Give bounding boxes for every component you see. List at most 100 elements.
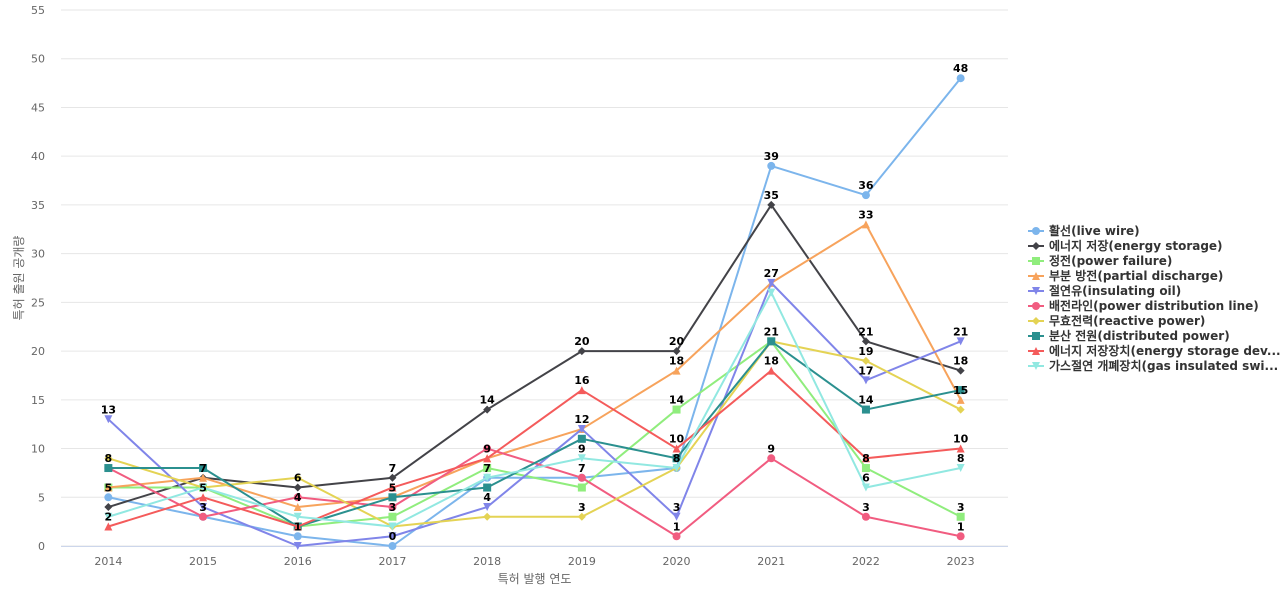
legend: 활선(live wire)에너지 저장(energy storage)정전(po…: [1028, 223, 1280, 373]
data-label: 18: [953, 355, 968, 368]
y-tick-label: 40: [31, 150, 45, 163]
series-line: [108, 340, 962, 528]
series-8: [104, 337, 965, 531]
legend-label: 무효전력(reactive power): [1049, 313, 1205, 328]
data-point-marker: [388, 483, 397, 492]
data-point-marker: [388, 473, 397, 482]
data-point-marker: [861, 337, 870, 346]
data-label: 7: [578, 462, 586, 475]
data-point-marker: [483, 512, 492, 521]
data-point-marker: [672, 405, 681, 414]
data-point-marker: [767, 200, 776, 209]
data-label: 7: [389, 462, 397, 475]
x-axis-title: 특허 발행 연도: [498, 571, 572, 586]
data-point-marker: [672, 532, 681, 541]
data-label: 14: [669, 394, 685, 407]
legend-item[interactable]: 에너지 저장장치(energy storage dev...: [1028, 343, 1280, 358]
data-point-marker: [577, 483, 586, 492]
data-label: 10: [669, 433, 685, 446]
data-point-marker: [104, 493, 113, 502]
legend-item[interactable]: 무효전력(reactive power): [1028, 313, 1205, 328]
y-tick-label: 0: [38, 540, 45, 553]
legend-label: 에너지 저장(energy storage): [1049, 238, 1223, 253]
data-label: 1: [673, 520, 681, 533]
x-tick-label: 2014: [94, 555, 122, 568]
data-point-marker: [956, 532, 965, 541]
data-point-marker: [861, 356, 870, 365]
data-point-marker: [861, 376, 870, 385]
legend-item[interactable]: 활선(live wire): [1028, 223, 1140, 238]
data-label: 4: [483, 491, 491, 504]
data-point-marker: [388, 522, 397, 531]
data-point-marker: [861, 220, 870, 229]
legend-item[interactable]: 가스절연 개폐장치(gas insulated swi...: [1028, 358, 1278, 373]
x-axis-ticks: 2014 2015 2016 2017 2018 2019 2020 2021 2022 2023: [94, 555, 974, 568]
series-group: [104, 74, 965, 550]
y-tick-label: 30: [31, 248, 45, 261]
data-point-marker: [388, 493, 397, 502]
y-tick-label: 20: [31, 345, 45, 358]
data-point-marker: [293, 493, 302, 502]
legend-item[interactable]: 배전라인(power distribution line): [1028, 298, 1259, 313]
data-label: 6: [294, 472, 302, 485]
data-label: 8: [105, 452, 113, 465]
series-3: [104, 337, 965, 531]
data-label: 36: [858, 179, 874, 192]
y-axis-ticks: 0 5 10 15 20 25 30 35 40 45 50 55: [31, 4, 45, 553]
series-6: [104, 444, 965, 541]
data-label: 9: [767, 442, 775, 455]
data-point-marker: [199, 503, 208, 512]
data-point-marker: [199, 464, 208, 473]
series-line: [108, 291, 961, 528]
data-point-marker: [104, 415, 113, 424]
legend-item[interactable]: 절연유(insulating oil): [1028, 283, 1181, 298]
legend-label: 에너지 저장장치(energy storage dev...: [1049, 343, 1280, 358]
y-tick-label: 10: [31, 443, 45, 456]
data-point-marker: [956, 395, 965, 404]
x-tick-label: 2017: [378, 555, 406, 568]
data-label: 3: [389, 501, 397, 514]
data-label: 16: [574, 374, 590, 387]
x-tick-label: 2018: [473, 555, 501, 568]
y-tick-label: 25: [31, 296, 45, 309]
data-point-marker: [956, 386, 965, 395]
legend-marker: [1032, 332, 1040, 340]
legend-item[interactable]: 정전(power failure): [1028, 253, 1172, 268]
data-label: 27: [764, 267, 779, 280]
x-tick-label: 2023: [947, 555, 975, 568]
data-label: 7: [483, 462, 491, 475]
data-label: 35: [764, 189, 779, 202]
data-point-marker: [577, 512, 586, 521]
data-point-marker: [388, 503, 397, 512]
data-label: 18: [764, 355, 779, 368]
data-point-marker: [672, 444, 681, 453]
data-point-marker: [577, 386, 586, 395]
legend-label: 정전(power failure): [1049, 253, 1172, 268]
data-point-marker: [767, 278, 776, 287]
data-label: 39: [764, 150, 779, 163]
legend-item[interactable]: 부분 방전(partial discharge): [1028, 268, 1223, 283]
series-line: [108, 203, 961, 508]
data-point-marker: [672, 454, 681, 463]
legend-item[interactable]: 에너지 저장(energy storage): [1028, 238, 1223, 253]
data-point-marker: [293, 473, 302, 482]
data-point-marker: [199, 483, 208, 492]
legend-label: 가스절연 개폐장치(gas insulated swi...: [1049, 358, 1278, 373]
x-tick-label: 2021: [757, 555, 785, 568]
legend-label: 부분 방전(partial discharge): [1049, 268, 1223, 283]
data-point-marker: [861, 191, 870, 200]
y-tick-label: 35: [31, 199, 45, 212]
legend-item[interactable]: 분산 전원(distributed power): [1028, 328, 1230, 343]
data-point-marker: [956, 337, 965, 346]
data-label: 9: [578, 442, 586, 455]
data-point-marker: [104, 522, 113, 531]
data-label: 5: [389, 481, 397, 494]
data-point-marker: [577, 434, 586, 443]
data-point-marker: [577, 347, 586, 356]
gridlines: [61, 9, 1008, 547]
data-point-marker: [767, 288, 776, 297]
data-point-marker: [956, 74, 965, 83]
legend-marker: [1032, 272, 1040, 280]
